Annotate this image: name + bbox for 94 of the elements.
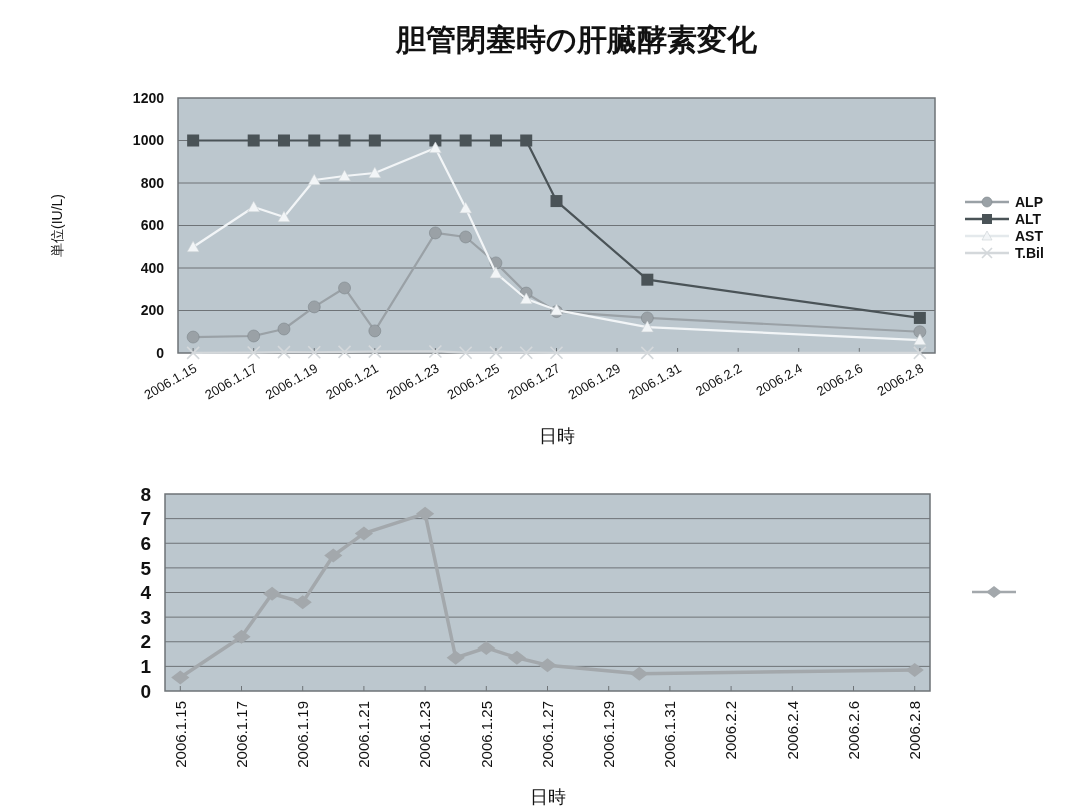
- y-tick-label: 800: [140, 174, 165, 191]
- y-tick-label: 6: [140, 532, 151, 554]
- point: [429, 226, 442, 240]
- point: [338, 169, 351, 182]
- point: [277, 322, 291, 336]
- x-tick-label: 2006.2.6: [844, 701, 862, 760]
- y-tick-label: 3: [140, 606, 151, 628]
- x-axis-title: 日時: [529, 787, 566, 807]
- point: [458, 345, 473, 360]
- y-tick-label: 400: [140, 259, 165, 276]
- point: [416, 506, 435, 521]
- point: [186, 346, 200, 360]
- point: [338, 281, 351, 295]
- point: [489, 345, 503, 360]
- point: [186, 240, 200, 253]
- point: [307, 300, 321, 314]
- y-tick-label: 0: [156, 344, 165, 361]
- point: [368, 134, 381, 147]
- chart-title: 胆管閉塞時の肝臓酵素変化: [395, 23, 758, 56]
- point: [459, 201, 472, 214]
- point: [247, 200, 260, 213]
- point: [368, 344, 382, 359]
- point: [428, 344, 443, 359]
- x-tick-label: 2006.1.17: [232, 701, 250, 768]
- legend-label: T.Bil: [1015, 245, 1044, 261]
- point: [277, 134, 290, 147]
- point: [538, 658, 557, 673]
- legend-label: ALT: [1015, 211, 1042, 227]
- point: [171, 670, 190, 685]
- point: [263, 586, 282, 601]
- point: [246, 345, 261, 360]
- x-tick-label: 2006.2.2: [722, 701, 740, 760]
- y-tick-label: 200: [140, 302, 165, 319]
- point: [489, 134, 502, 147]
- legend-label: AST: [1015, 228, 1044, 244]
- point: [519, 345, 534, 360]
- point: [429, 141, 442, 154]
- point: [913, 346, 927, 360]
- point: [354, 526, 373, 541]
- point: [913, 333, 927, 346]
- point: [187, 134, 200, 147]
- x-tick-label: 2006.1.19: [293, 701, 311, 768]
- point: [640, 346, 655, 360]
- point: [477, 640, 496, 655]
- point: [307, 173, 321, 186]
- y-tick-label: 600: [140, 217, 165, 234]
- x-tick-label: 2006.2.4: [783, 701, 801, 760]
- y-tick-label: 2: [140, 631, 151, 653]
- point: [459, 134, 472, 147]
- point: [520, 134, 533, 147]
- point: [277, 345, 291, 359]
- point: [489, 266, 503, 279]
- legend-label: ALP: [1015, 194, 1043, 210]
- point: [507, 650, 526, 665]
- x-tick-label: 2006.1.15: [171, 701, 189, 768]
- y-tick-label: 1200: [132, 89, 165, 106]
- point: [186, 330, 200, 344]
- point: [338, 134, 351, 147]
- point: [459, 230, 472, 244]
- point: [324, 548, 343, 563]
- x-tick-label: 2006.1.27: [538, 701, 556, 768]
- point: [232, 629, 251, 644]
- y-tick-label: 5: [140, 557, 152, 579]
- point: [277, 210, 291, 223]
- x-tick-label: 2006.1.25: [477, 701, 495, 768]
- y-tick-label: 1000: [132, 132, 165, 149]
- x-tick-label: 2006.1.31: [661, 701, 679, 768]
- point: [913, 311, 926, 324]
- point: [641, 320, 654, 333]
- y-tick-label: 7: [140, 508, 151, 530]
- point: [446, 650, 465, 665]
- point: [550, 195, 563, 208]
- point: [641, 273, 654, 286]
- y-tick-label: 1: [140, 656, 152, 678]
- point: [641, 311, 654, 325]
- x-axis-title: 日時: [538, 426, 575, 446]
- point: [337, 345, 352, 359]
- point: [549, 345, 564, 360]
- x-tick-label: 2006.1.29: [599, 701, 617, 768]
- point: [368, 324, 382, 338]
- y-axis-title: 単位(IU/L): [49, 194, 65, 257]
- point: [308, 134, 321, 147]
- point: [519, 292, 533, 305]
- point: [368, 166, 382, 179]
- point: [307, 345, 322, 360]
- x-tick-label: 2006.1.21: [355, 701, 373, 768]
- point: [247, 329, 260, 343]
- x-tick-label: 2006.1.23: [416, 701, 434, 768]
- y-tick-label: 4: [140, 582, 152, 604]
- y-tick-label: 0: [140, 680, 151, 702]
- x-tick-label: 2006.2.8: [905, 701, 923, 760]
- point: [247, 134, 260, 147]
- point: [293, 595, 312, 610]
- y-tick-label: 8: [140, 483, 151, 505]
